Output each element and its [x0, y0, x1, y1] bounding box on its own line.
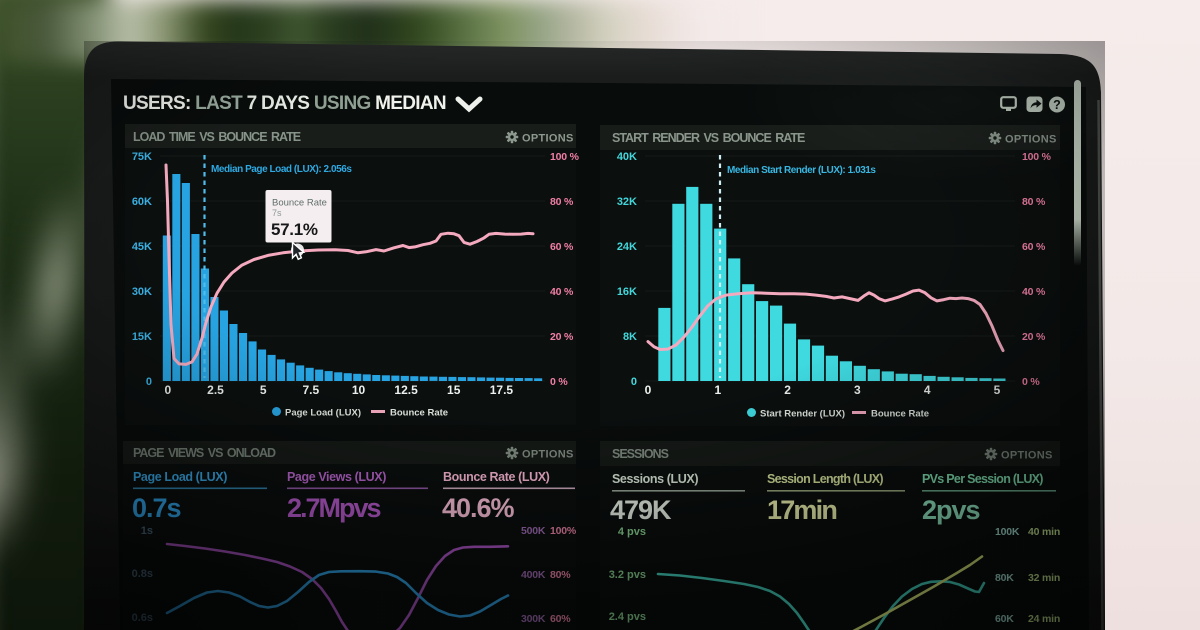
svg-text:32 min: 32 min	[1028, 572, 1060, 584]
svg-text:0: 0	[165, 383, 172, 397]
svg-text:2.7Mpvs: 2.7Mpvs	[287, 493, 381, 523]
svg-text:Page Views (LUX): Page Views (LUX)	[287, 470, 386, 484]
svg-text:32K: 32K	[617, 196, 637, 208]
svg-text:15K: 15K	[132, 331, 152, 343]
svg-text:Start Render (LUX): Start Render (LUX)	[760, 409, 845, 420]
svg-text:OPTIONS: OPTIONS	[1001, 450, 1053, 462]
svg-text:Sessions (LUX): Sessions (LUX)	[612, 472, 698, 486]
svg-text:2.5: 2.5	[207, 383, 224, 397]
svg-text:?: ?	[1053, 98, 1061, 112]
svg-text:Bounce Rate: Bounce Rate	[871, 409, 929, 420]
svg-text:60%: 60%	[550, 613, 571, 625]
svg-text:10: 10	[352, 383, 366, 397]
svg-text:7s: 7s	[272, 208, 282, 218]
svg-text:1s: 1s	[141, 525, 153, 537]
svg-text:3.2 pvs: 3.2 pvs	[609, 569, 646, 581]
svg-text:2.4 pvs: 2.4 pvs	[609, 611, 646, 623]
svg-text:500K: 500K	[521, 525, 546, 537]
svg-text:80 %: 80 %	[550, 196, 574, 208]
svg-text:20 %: 20 %	[1022, 331, 1046, 343]
svg-text:24 min: 24 min	[1028, 613, 1060, 625]
svg-text:5: 5	[260, 383, 267, 397]
svg-text:60K: 60K	[995, 613, 1014, 625]
svg-text:0 %: 0 %	[1022, 376, 1040, 388]
svg-text:0.8s: 0.8s	[132, 568, 153, 580]
svg-text:100 %: 100 %	[550, 151, 580, 163]
svg-text:0 %: 0 %	[550, 376, 568, 388]
svg-text:17.5: 17.5	[490, 383, 514, 397]
svg-text:PVs Per Session (LUX): PVs Per Session (LUX)	[922, 472, 1043, 486]
svg-text:5: 5	[994, 383, 1001, 397]
svg-text:Median Page Load (LUX): 2.056s: Median Page Load (LUX): 2.056s	[211, 164, 352, 175]
svg-text:Bounce Rate: Bounce Rate	[272, 198, 327, 209]
svg-text:80%: 80%	[550, 569, 571, 581]
svg-text:12.5: 12.5	[394, 383, 418, 397]
svg-text:60 %: 60 %	[1022, 241, 1046, 253]
svg-text:2: 2	[784, 383, 791, 397]
svg-text:40K: 40K	[617, 151, 637, 163]
svg-text:Median Start Render (LUX): 1.0: Median Start Render (LUX): 1.031s	[727, 165, 876, 176]
svg-text:479K: 479K	[610, 495, 672, 525]
svg-text:Page Load (LUX): Page Load (LUX)	[285, 408, 361, 419]
svg-text:15: 15	[447, 383, 461, 397]
svg-text:OPTIONS: OPTIONS	[522, 449, 574, 461]
svg-text:3: 3	[854, 383, 861, 397]
svg-text:4 pvs: 4 pvs	[618, 526, 646, 538]
svg-text:Bounce Rate (LUX): Bounce Rate (LUX)	[443, 470, 550, 484]
svg-text:57.1%: 57.1%	[271, 220, 318, 239]
svg-text:40 %: 40 %	[550, 286, 574, 298]
svg-text:4: 4	[924, 383, 931, 397]
svg-text:Page Load (LUX): Page Load (LUX)	[133, 470, 227, 484]
svg-text:OPTIONS: OPTIONS	[522, 133, 574, 145]
svg-text:0.6s: 0.6s	[132, 612, 153, 624]
svg-text:24K: 24K	[617, 241, 637, 253]
svg-text:75K: 75K	[132, 151, 152, 163]
svg-text:7.5: 7.5	[302, 383, 319, 397]
svg-text:40.6%: 40.6%	[442, 493, 515, 523]
svg-text:16K: 16K	[617, 286, 637, 298]
svg-text:0: 0	[146, 376, 152, 388]
svg-text:100%: 100%	[550, 525, 577, 537]
svg-text:2pvs: 2pvs	[922, 495, 980, 525]
svg-text:45K: 45K	[132, 241, 152, 253]
svg-text:80K: 80K	[995, 572, 1014, 584]
svg-text:60 %: 60 %	[550, 241, 574, 253]
svg-text:40 min: 40 min	[1028, 526, 1060, 538]
svg-text:40 %: 40 %	[1022, 286, 1046, 298]
svg-text:100K: 100K	[995, 526, 1020, 538]
svg-text:1: 1	[714, 383, 721, 397]
svg-text:30K: 30K	[132, 286, 152, 298]
svg-text:20 %: 20 %	[550, 331, 574, 343]
svg-text:80 %: 80 %	[1022, 196, 1046, 208]
svg-text:17min: 17min	[767, 495, 836, 525]
svg-text:0: 0	[631, 376, 637, 388]
svg-text:300K: 300K	[521, 613, 546, 625]
svg-text:400K: 400K	[521, 569, 546, 581]
svg-text:0.7s: 0.7s	[132, 493, 181, 523]
svg-text:Bounce Rate: Bounce Rate	[390, 408, 448, 419]
svg-text:0: 0	[645, 383, 652, 397]
svg-text:OPTIONS: OPTIONS	[1005, 134, 1057, 146]
svg-text:Session Length (LUX): Session Length (LUX)	[767, 472, 883, 486]
svg-text:8K: 8K	[623, 331, 637, 343]
svg-text:60K: 60K	[132, 196, 152, 208]
svg-text:100 %: 100 %	[1022, 151, 1052, 163]
